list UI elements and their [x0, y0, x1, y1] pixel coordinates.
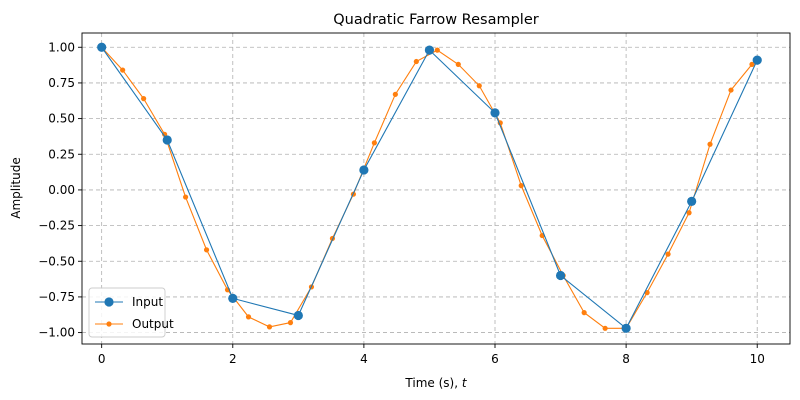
y-tick-label: −0.50: [38, 254, 75, 268]
data-point-output: [707, 141, 713, 147]
data-point-input: [359, 165, 369, 175]
legend-marker-input: [104, 297, 114, 307]
y-tick-label: 0.00: [48, 183, 75, 197]
y-tick-label: −1.00: [38, 326, 75, 340]
data-point-output: [287, 320, 294, 326]
data-point-output: [518, 183, 524, 189]
y-tick-label: −0.25: [38, 219, 75, 233]
y-tick-label: 0.25: [48, 147, 75, 161]
y-axis-label: Amplitude: [9, 157, 23, 219]
data-point-input: [97, 42, 107, 52]
data-point-output: [266, 324, 273, 330]
x-tick-label: 10: [750, 352, 765, 366]
data-point-output: [728, 87, 734, 93]
chart-title: Quadratic Farrow Resampler: [333, 12, 538, 28]
data-point-output: [392, 91, 398, 97]
y-tick-label: −0.75: [38, 290, 75, 304]
data-point-input: [687, 196, 697, 206]
series-input: [97, 42, 762, 333]
grid-lines: [82, 33, 790, 344]
data-point-input: [490, 108, 500, 118]
data-point-input: [228, 293, 238, 303]
data-point-output: [141, 96, 147, 102]
data-point-output: [686, 210, 692, 216]
x-axis-label: Time (s), t: [404, 376, 467, 390]
legend-label-output: Output: [132, 317, 174, 331]
data-point-output: [476, 83, 482, 89]
data-point-output: [120, 67, 126, 73]
data-point-output: [245, 314, 252, 320]
data-point-output: [203, 247, 210, 253]
data-point-output: [581, 310, 587, 316]
plot-frame: [81, 32, 791, 345]
data-point-output: [665, 251, 671, 257]
data-point-input: [555, 270, 566, 281]
plot-series: [97, 42, 762, 333]
y-tick-label: 1.00: [48, 40, 75, 54]
data-point-output: [749, 61, 755, 67]
x-tick-label: 2: [229, 352, 237, 366]
data-point-input: [621, 323, 631, 333]
data-point-output: [371, 140, 377, 146]
y-tick-label: 0.50: [48, 112, 75, 126]
data-point-output: [434, 47, 440, 53]
x-tick-label: 4: [360, 352, 368, 366]
data-point-output: [455, 61, 461, 67]
data-point-output: [602, 325, 608, 331]
data-point-output: [182, 194, 189, 200]
data-point-output: [413, 58, 419, 65]
x-axis-ticks: 0 2 4 6 8 10: [98, 344, 765, 366]
legend: Input Output: [88, 287, 174, 338]
legend-label-input: Input: [132, 295, 163, 309]
data-point-input: [293, 310, 303, 321]
data-point-input: [424, 45, 435, 55]
data-point-input: [162, 135, 172, 145]
legend-marker-output: [106, 321, 112, 327]
x-tick-label: 6: [491, 352, 499, 366]
data-point-output: [162, 131, 168, 137]
x-tick-label: 8: [622, 352, 630, 366]
x-tick-label: 0: [98, 352, 106, 366]
y-tick-label: 0.75: [48, 76, 75, 90]
y-axis-ticks: 1.00 0.75 0.50 0.25 0.00 −0.25 −0.50 −0.75 −1.00: [38, 40, 82, 340]
data-point-input: [752, 55, 762, 65]
